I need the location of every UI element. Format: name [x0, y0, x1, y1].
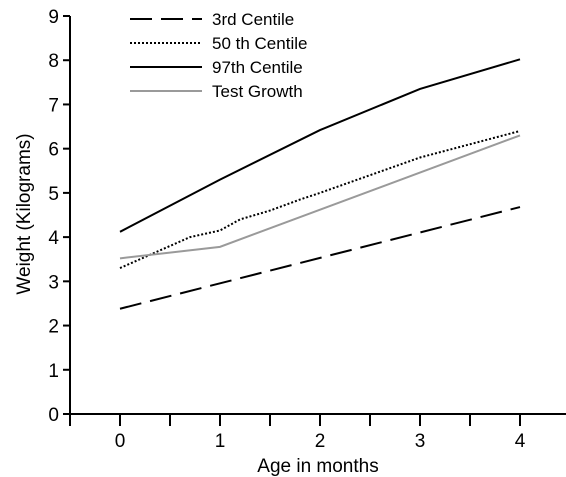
- legend: 3rd Centile 50 th Centile 97th Centile Test…: [130, 10, 307, 101]
- y-axis-title: Weight (Kilograms): [14, 133, 35, 294]
- x-ticks: 0 1 2 3 4: [69, 414, 526, 452]
- series-line-50-th-centile: [119, 130, 521, 269]
- x-tick-label: 3: [415, 431, 426, 452]
- x-axis-title: Age in months: [257, 456, 378, 477]
- y-tick-label: 8: [48, 51, 59, 72]
- x-tick-label: 2: [315, 431, 326, 452]
- series-lines: [119, 58, 521, 310]
- y-tick-label: 5: [48, 184, 59, 205]
- series-line-97th-centile: [119, 58, 521, 233]
- y-ticks: 0 1 2 3 4 5 6 7 8 9: [48, 7, 70, 426]
- y-tick-label: 6: [48, 140, 59, 161]
- y-tick-label: 9: [48, 7, 59, 28]
- x-tick-label: 1: [215, 431, 226, 452]
- y-tick-label: 2: [48, 317, 59, 338]
- x-tick-label: 4: [515, 431, 526, 452]
- y-tick-label: 0: [48, 405, 59, 426]
- y-tick-label: 1: [48, 361, 59, 382]
- legend-label: Test Growth: [212, 82, 303, 101]
- legend-label: 97th Centile: [212, 58, 303, 77]
- series-line-3rd-centile: [119, 206, 521, 310]
- legend-label: 50 th Centile: [212, 34, 307, 53]
- y-tick-label: 3: [48, 272, 59, 293]
- x-tick-label: 0: [115, 431, 126, 452]
- y-tick-label: 7: [48, 95, 59, 116]
- legend-label: 3rd Centile: [212, 10, 294, 29]
- y-tick-label: 4: [48, 228, 59, 249]
- series-line-test-growth: [119, 134, 521, 260]
